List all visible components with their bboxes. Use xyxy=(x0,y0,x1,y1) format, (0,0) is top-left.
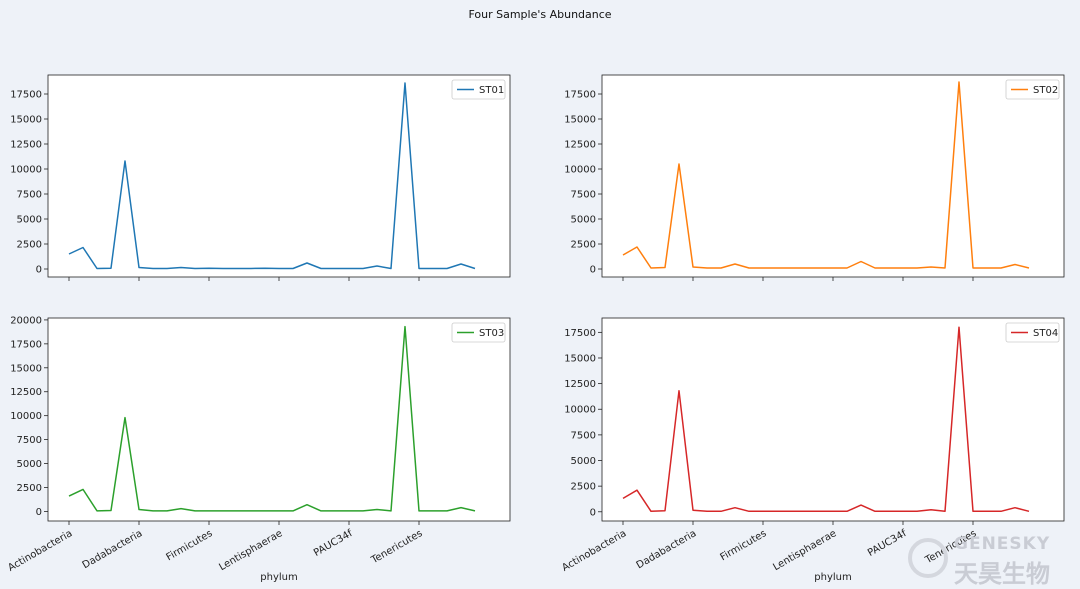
genesky-logo-icon xyxy=(908,538,948,578)
y-tick-label: 10000 xyxy=(10,165,42,176)
y-tick-label: 10000 xyxy=(10,411,42,422)
x-axis-label: phylum xyxy=(814,572,851,583)
legend-box xyxy=(451,322,506,343)
subplot-st01: 0 2500 5000 7500 10000 12500 15000 17500 ST01 xyxy=(10,74,511,281)
y-tick-label: 2500 xyxy=(571,482,596,493)
x-tick-label: Lentisphaerae xyxy=(771,528,838,573)
series-line-st02 xyxy=(622,81,1030,269)
y-tick-label: 2500 xyxy=(571,240,596,251)
y-tick-label: 17500 xyxy=(564,90,596,101)
x-tick-label: Firmicutes xyxy=(164,528,214,563)
y-tick-label: 0 xyxy=(590,265,596,276)
subplot-st02: 0 2500 5000 7500 10000 12500 15000 17500 ST02 xyxy=(564,74,1065,281)
y-tick-label: 2500 xyxy=(17,483,42,494)
y-tick-label: 15000 xyxy=(10,363,42,374)
y-tick-label: 15000 xyxy=(564,115,596,126)
y-tick-label: 12500 xyxy=(10,140,42,151)
subplot-st03: 0 2500 5000 7500 10000 12500 15000 17500 20000 Ac… xyxy=(6,315,511,583)
y-tick-label: 12500 xyxy=(564,379,596,390)
y-tick-label: 7500 xyxy=(17,435,42,446)
y-tick-label: 0 xyxy=(36,265,42,276)
x-tick-label: Firmicutes xyxy=(718,528,768,563)
series-line-st03 xyxy=(68,325,476,512)
y-tick-label: 15000 xyxy=(564,353,596,364)
y-tick-label: 10000 xyxy=(564,165,596,176)
y-tick-label: 17500 xyxy=(10,90,42,101)
figure-title: Four Sample's Abundance xyxy=(468,8,611,21)
series-line-st04 xyxy=(622,326,1030,513)
y-tick-label: 7500 xyxy=(17,190,42,201)
y-tick-label: 7500 xyxy=(571,430,596,441)
panels: 0 2500 5000 7500 10000 12500 15000 17500 ST01 0 25… xyxy=(6,74,1065,583)
y-tick-label: 17500 xyxy=(564,328,596,339)
y-tick-label: 2500 xyxy=(17,240,42,251)
watermark-text-cn: 天昊生物 xyxy=(954,560,1050,588)
y-tick-label: 10000 xyxy=(564,405,596,416)
x-tick-label: PAUC34f xyxy=(312,528,355,559)
legend-label: ST01 xyxy=(479,85,504,96)
axes-frame xyxy=(47,317,511,522)
x-tick-label: Lentisphaerae xyxy=(217,528,284,573)
y-tick-label: 5000 xyxy=(17,459,42,470)
legend-label: ST03 xyxy=(479,328,504,339)
legend-box xyxy=(1005,79,1060,100)
y-tick-label: 5000 xyxy=(571,456,596,467)
y-tick-label: 7500 xyxy=(571,190,596,201)
watermark: GENESKY 天昊生物 xyxy=(902,532,1072,588)
series-line-st01 xyxy=(68,82,476,270)
legend-label: ST02 xyxy=(1033,85,1058,96)
x-axis-label: phylum xyxy=(260,572,297,583)
axes-frame xyxy=(47,74,511,278)
watermark-text-en: GENESKY xyxy=(954,534,1051,554)
axes-frame xyxy=(601,317,1065,522)
x-tick-label: Actinobacteria xyxy=(6,528,74,574)
y-tick-label: 20000 xyxy=(10,315,42,326)
y-tick-label: 17500 xyxy=(10,339,42,350)
axes-frame xyxy=(601,74,1065,278)
x-tick-label: Dadabacteria xyxy=(635,528,699,571)
x-tick-label: Actinobacteria xyxy=(560,528,628,574)
y-tick-label: 12500 xyxy=(564,140,596,151)
y-tick-label: 5000 xyxy=(17,215,42,226)
legend-box xyxy=(1005,322,1060,343)
legend-label: ST04 xyxy=(1033,328,1058,339)
y-tick-label: 0 xyxy=(36,507,42,518)
x-tick-label: Dadabacteria xyxy=(81,528,145,571)
y-tick-label: 15000 xyxy=(10,115,42,126)
legend-box xyxy=(451,79,506,100)
y-tick-label: 5000 xyxy=(571,215,596,226)
y-tick-label: 0 xyxy=(590,507,596,518)
x-tick-label: Tenericutes xyxy=(369,528,425,567)
y-tick-label: 12500 xyxy=(10,387,42,398)
